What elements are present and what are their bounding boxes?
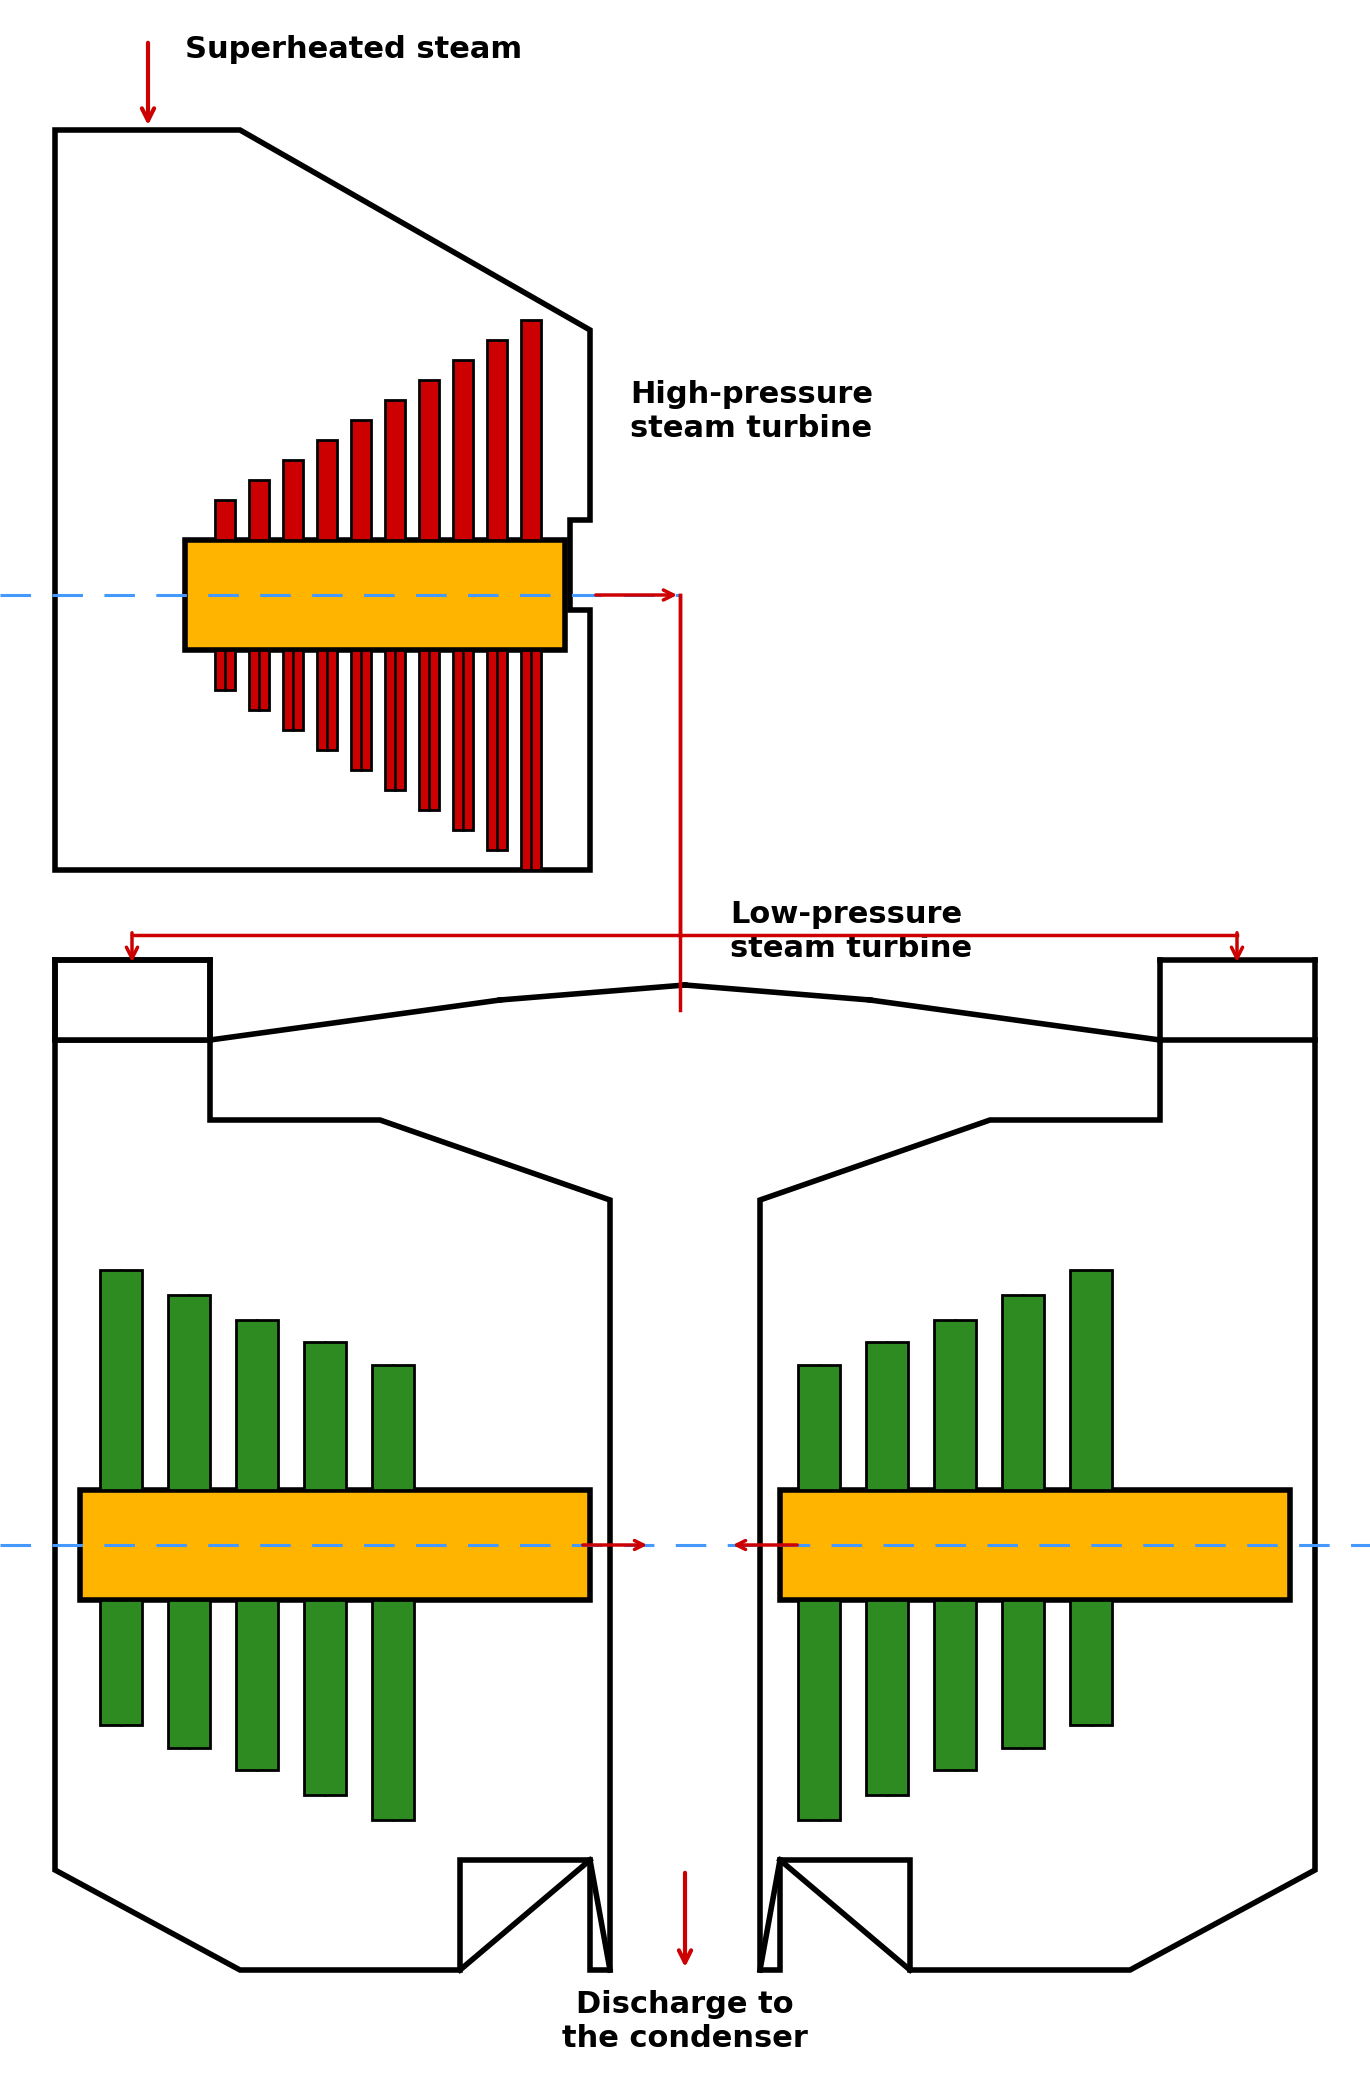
Bar <box>100 1271 142 1490</box>
Bar <box>521 651 541 871</box>
Bar <box>453 651 473 829</box>
Bar <box>373 1364 414 1490</box>
Bar <box>284 651 303 730</box>
Bar <box>797 1364 840 1490</box>
Bar <box>169 1296 210 1490</box>
Text: Discharge to
the condenser: Discharge to the condenser <box>562 1990 808 2052</box>
Bar <box>236 1600 278 1770</box>
Bar <box>486 651 507 850</box>
Bar <box>419 651 438 811</box>
Bar <box>1001 1296 1044 1490</box>
Bar <box>249 481 269 539</box>
Bar <box>169 1600 210 1748</box>
Bar <box>249 651 269 709</box>
Bar <box>780 1490 1291 1600</box>
Text: Low-pressure
steam turbine: Low-pressure steam turbine <box>730 900 973 962</box>
Polygon shape <box>55 131 590 871</box>
Bar <box>304 1341 347 1490</box>
Polygon shape <box>760 1041 1315 1969</box>
Bar <box>1070 1600 1112 1725</box>
Bar <box>934 1600 975 1770</box>
Bar <box>866 1600 908 1795</box>
Bar <box>316 651 337 750</box>
Bar <box>185 539 564 651</box>
Bar <box>79 1490 590 1600</box>
Bar <box>351 651 371 769</box>
Bar <box>453 361 473 539</box>
Bar <box>351 421 371 539</box>
Bar <box>236 1321 278 1490</box>
Bar <box>797 1600 840 1820</box>
Bar <box>419 379 438 539</box>
Bar <box>486 340 507 539</box>
Text: High-pressure
steam turbine: High-pressure steam turbine <box>630 379 873 444</box>
Bar <box>385 651 406 790</box>
Bar <box>215 651 236 690</box>
Bar <box>866 1341 908 1490</box>
Bar <box>215 500 236 539</box>
Bar <box>304 1600 347 1795</box>
Bar <box>385 400 406 539</box>
Polygon shape <box>55 1041 610 1969</box>
Bar <box>1070 1271 1112 1490</box>
Bar <box>284 460 303 539</box>
Bar <box>100 1600 142 1725</box>
Bar <box>55 960 210 1041</box>
Bar <box>1001 1600 1044 1748</box>
Bar <box>934 1321 975 1490</box>
Bar <box>521 319 541 539</box>
Text: Superheated steam: Superheated steam <box>185 35 522 64</box>
Bar <box>316 439 337 539</box>
Bar <box>373 1600 414 1820</box>
